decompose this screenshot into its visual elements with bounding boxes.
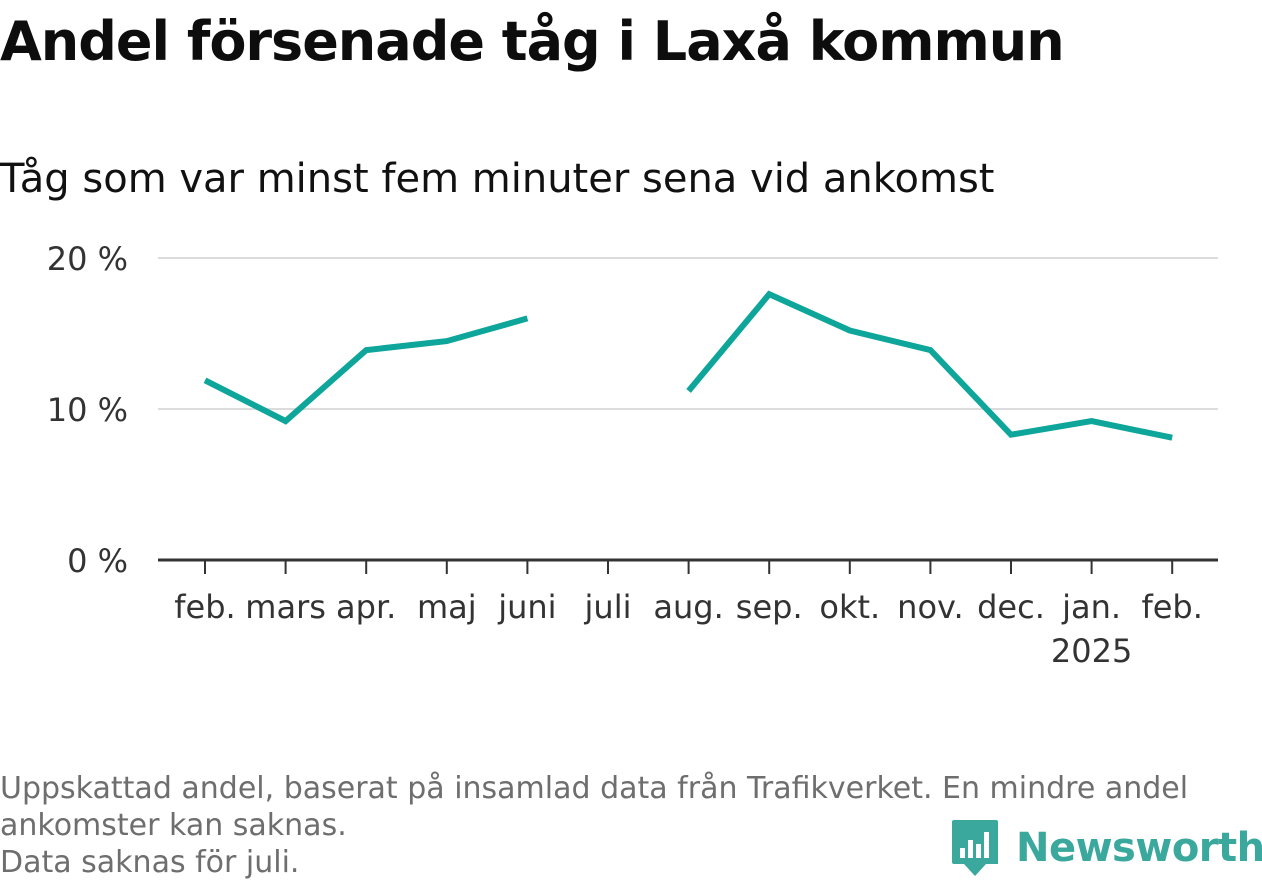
x-tick-label: nov. bbox=[897, 588, 963, 626]
x-year-label: 2025 bbox=[1051, 632, 1132, 670]
x-tick-label: dec. bbox=[977, 588, 1045, 626]
x-tick-label: sep. bbox=[736, 588, 803, 626]
series-line-segment bbox=[686, 290, 1173, 441]
x-tick-label: juli bbox=[584, 588, 632, 626]
x-tick-label: maj bbox=[417, 588, 477, 626]
footnote: Uppskattad andel, baserat på insamlad da… bbox=[0, 770, 1250, 881]
line-chart: 0 % 10 % 20 % feb. mars apr. maj juni juli aug. s… bbox=[47, 240, 1218, 670]
x-tick-label: juni bbox=[497, 588, 556, 626]
y-tick-label: 20 % bbox=[47, 240, 128, 278]
y-tick-label: 0 % bbox=[67, 542, 128, 580]
series-lines bbox=[203, 290, 1173, 441]
x-tick-label: aug. bbox=[653, 588, 723, 626]
newsworthy-logo: Newsworthy bbox=[950, 818, 1262, 878]
footnote-line: ankomster kan saknas. bbox=[0, 808, 347, 843]
x-tick-label: mars bbox=[245, 588, 326, 626]
x-tick-label: feb. bbox=[174, 588, 235, 626]
footnote-line: Data saknas för juli. bbox=[0, 845, 300, 880]
logo-text: Newsworthy bbox=[1016, 825, 1262, 871]
bar-chart-badge-icon bbox=[952, 820, 998, 876]
footnote-line: Uppskattad andel, baserat på insamlad da… bbox=[0, 771, 1189, 806]
y-axis-ticks: 0 % 10 % 20 % bbox=[47, 240, 128, 580]
chart-title: Andel försenade tåg i Laxå kommun bbox=[0, 10, 1065, 73]
x-tick-label: jan. bbox=[1061, 588, 1121, 626]
x-tick-label: okt. bbox=[819, 588, 880, 626]
chart-subtitle: Tåg som var minst fem minuter sena vid a… bbox=[0, 156, 995, 202]
x-tick-label: apr. bbox=[336, 588, 396, 626]
gridlines bbox=[158, 257, 1218, 410]
x-tick-label: feb. bbox=[1141, 588, 1202, 626]
y-tick-label: 10 % bbox=[47, 391, 128, 429]
x-axis-ticks: feb. mars apr. maj juni juli aug. sep. okt. nov. d… bbox=[174, 560, 1203, 670]
series-line-segment bbox=[203, 315, 529, 425]
